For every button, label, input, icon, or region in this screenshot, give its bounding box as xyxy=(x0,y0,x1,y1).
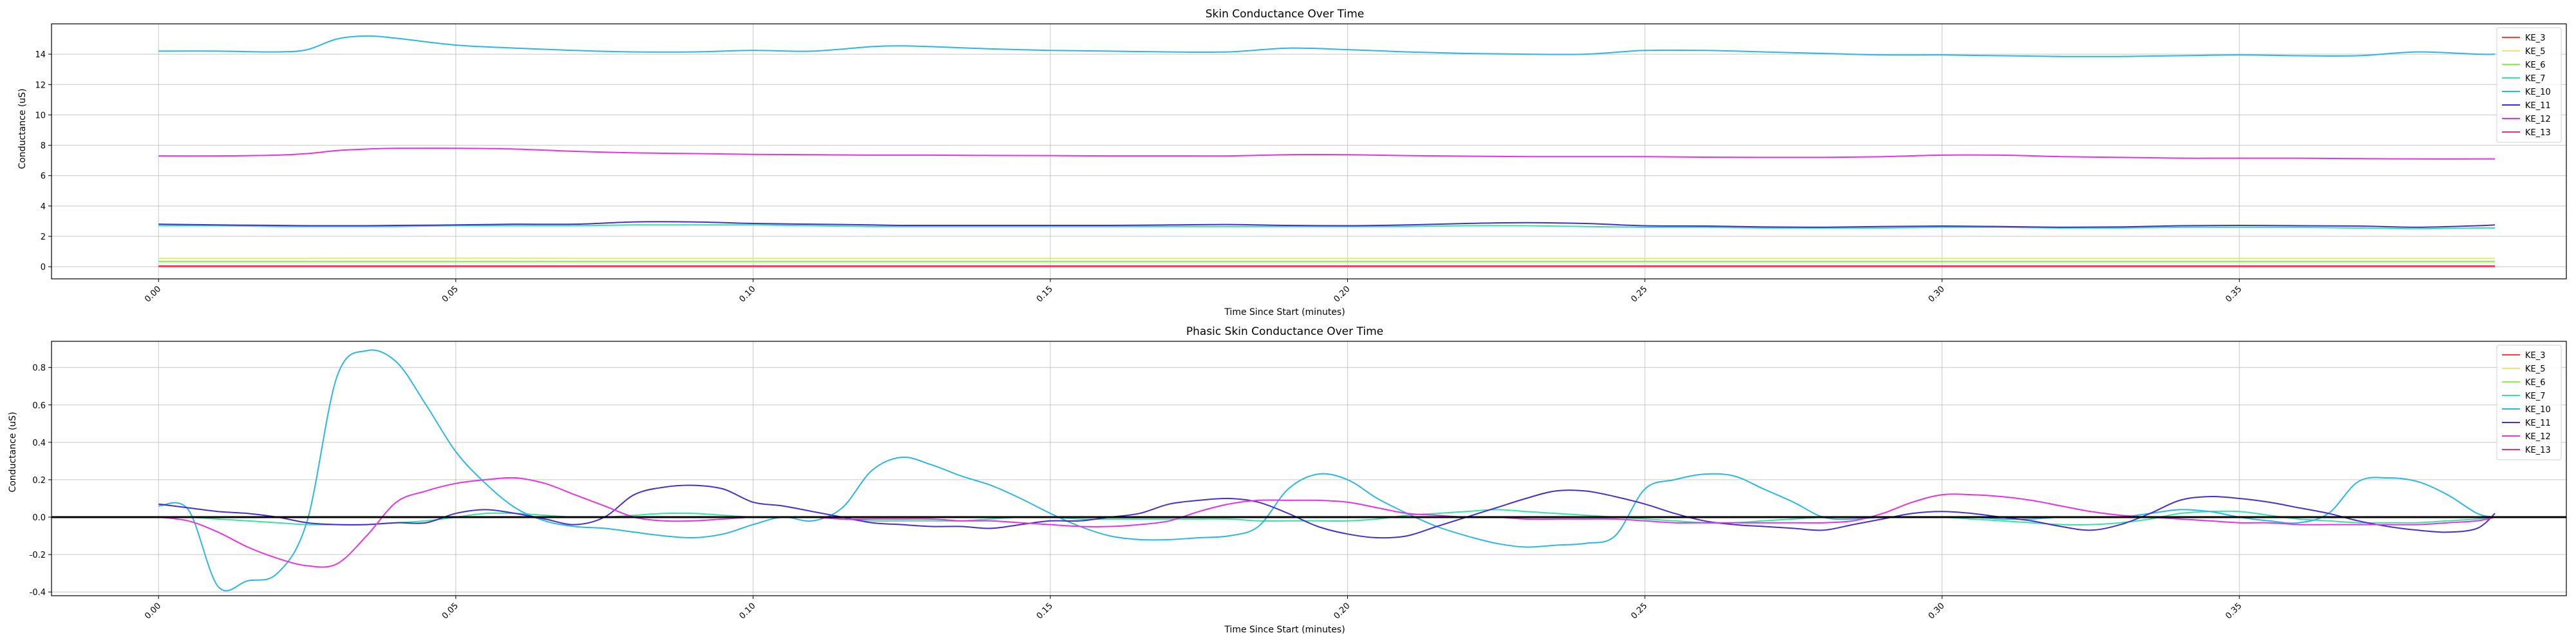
series-line-ke-11 xyxy=(158,484,2496,539)
legend-label: KE_5 xyxy=(2525,47,2546,57)
x-tick-label: 0.25 xyxy=(1629,601,1649,621)
x-tick-label: 0.10 xyxy=(737,601,757,621)
series-line-ke-10 xyxy=(158,35,2496,57)
legend-label: KE_6 xyxy=(2525,378,2546,388)
legend-label: KE_7 xyxy=(2525,392,2546,401)
y-tick-label: 0.8 xyxy=(32,364,46,374)
legend-label: KE_10 xyxy=(2525,88,2551,97)
y-tick-label: -0.2 xyxy=(30,551,46,560)
y-tick-label: -0.4 xyxy=(30,588,46,598)
skin-conductance-chart: Skin Conductance Over Time 0.00 0.05 0.10 0… xyxy=(17,8,2567,317)
y-axis-label: Conductance (uS) xyxy=(8,412,18,492)
x-tick-label: 0.00 xyxy=(143,601,163,621)
x-tick-label: 0.00 xyxy=(143,284,163,304)
x-tick-label: 0.30 xyxy=(1927,601,1947,621)
series-line-ke-7 xyxy=(158,224,2496,230)
legend-label: KE_13 xyxy=(2525,446,2551,455)
legend-label: KE_5 xyxy=(2525,365,2546,374)
x-tick-label: 0.15 xyxy=(1035,601,1055,621)
y-tick-label: 0.0 xyxy=(32,513,46,523)
y-tick-label: 0 xyxy=(41,263,46,272)
legend: KE_3 KE_5 KE_6 KE_7 KE_10 KE_11 KE_12 KE_13 xyxy=(2496,345,2562,460)
chart-title: Skin Conductance Over Time xyxy=(1206,8,1364,21)
legend-label: KE_7 xyxy=(2525,74,2546,84)
legend-label: KE_3 xyxy=(2525,33,2546,43)
y-tick-label: 10 xyxy=(35,111,46,120)
y-tick-label: 12 xyxy=(35,80,46,90)
legend-box xyxy=(2496,27,2562,143)
axes-frame xyxy=(51,341,2567,596)
legend-label: KE_10 xyxy=(2525,405,2551,415)
series-line-ke-12 xyxy=(158,477,2496,568)
phasic-skin-conductance-chart: Phasic Skin Conductance Over Time 0.00 0.… xyxy=(8,325,2567,635)
plot-area: 0.00 0.05 0.10 0.15 0.20 0.25 0.30 0.35 0 2 4 6 8 10 1… xyxy=(35,23,2567,305)
legend-box xyxy=(2496,345,2562,460)
x-axis-label: Time Since Start (minutes) xyxy=(1224,307,1345,317)
legend-label: KE_11 xyxy=(2525,101,2551,111)
series-line-ke-11 xyxy=(158,221,2496,228)
y-tick-label: 8 xyxy=(41,142,46,151)
y-tick-label: 0.2 xyxy=(32,476,46,486)
axes-frame xyxy=(51,23,2567,279)
x-axis-label: Time Since Start (minutes) xyxy=(1224,625,1345,635)
legend-label: KE_3 xyxy=(2525,351,2546,361)
chart-title: Phasic Skin Conductance Over Time xyxy=(1186,325,1383,338)
legend-label: KE_11 xyxy=(2525,419,2551,428)
x-tick-label: 0.10 xyxy=(737,284,757,304)
x-tick-label: 0.30 xyxy=(1927,284,1947,304)
plot-area: 0.00 0.05 0.10 0.15 0.20 0.25 0.30 0.35 -0.4 -0.2… xyxy=(30,341,2567,621)
y-axis-label: Conductance (uS) xyxy=(17,88,28,169)
x-tick-label: 0.20 xyxy=(1332,601,1352,621)
y-tick-label: 14 xyxy=(35,50,46,60)
x-tick-label: 0.05 xyxy=(440,284,460,304)
y-tick-label: 0.6 xyxy=(32,401,46,411)
legend-label: KE_12 xyxy=(2525,115,2551,124)
x-tick-label: 0.35 xyxy=(2224,284,2244,304)
y-tick-label: 6 xyxy=(41,172,46,182)
x-tick-label: 0.25 xyxy=(1629,284,1649,304)
legend-label: KE_13 xyxy=(2525,128,2551,138)
legend-label: KE_12 xyxy=(2525,432,2551,442)
x-tick-label: 0.15 xyxy=(1035,284,1055,304)
y-tick-label: 2 xyxy=(41,232,46,242)
y-tick-label: 4 xyxy=(41,202,46,212)
series-line-ke-7 xyxy=(158,509,2496,526)
series-line-ke-12 xyxy=(158,147,2496,160)
y-tick-label: 0.4 xyxy=(32,439,46,448)
legend-label: KE_6 xyxy=(2525,61,2546,70)
x-tick-label: 0.35 xyxy=(2224,601,2244,621)
x-tick-label: 0.20 xyxy=(1332,284,1352,304)
x-tick-label: 0.05 xyxy=(440,601,460,621)
legend: KE_3 KE_5 KE_6 KE_7 KE_10 KE_11 KE_12 KE_13 xyxy=(2496,27,2562,143)
